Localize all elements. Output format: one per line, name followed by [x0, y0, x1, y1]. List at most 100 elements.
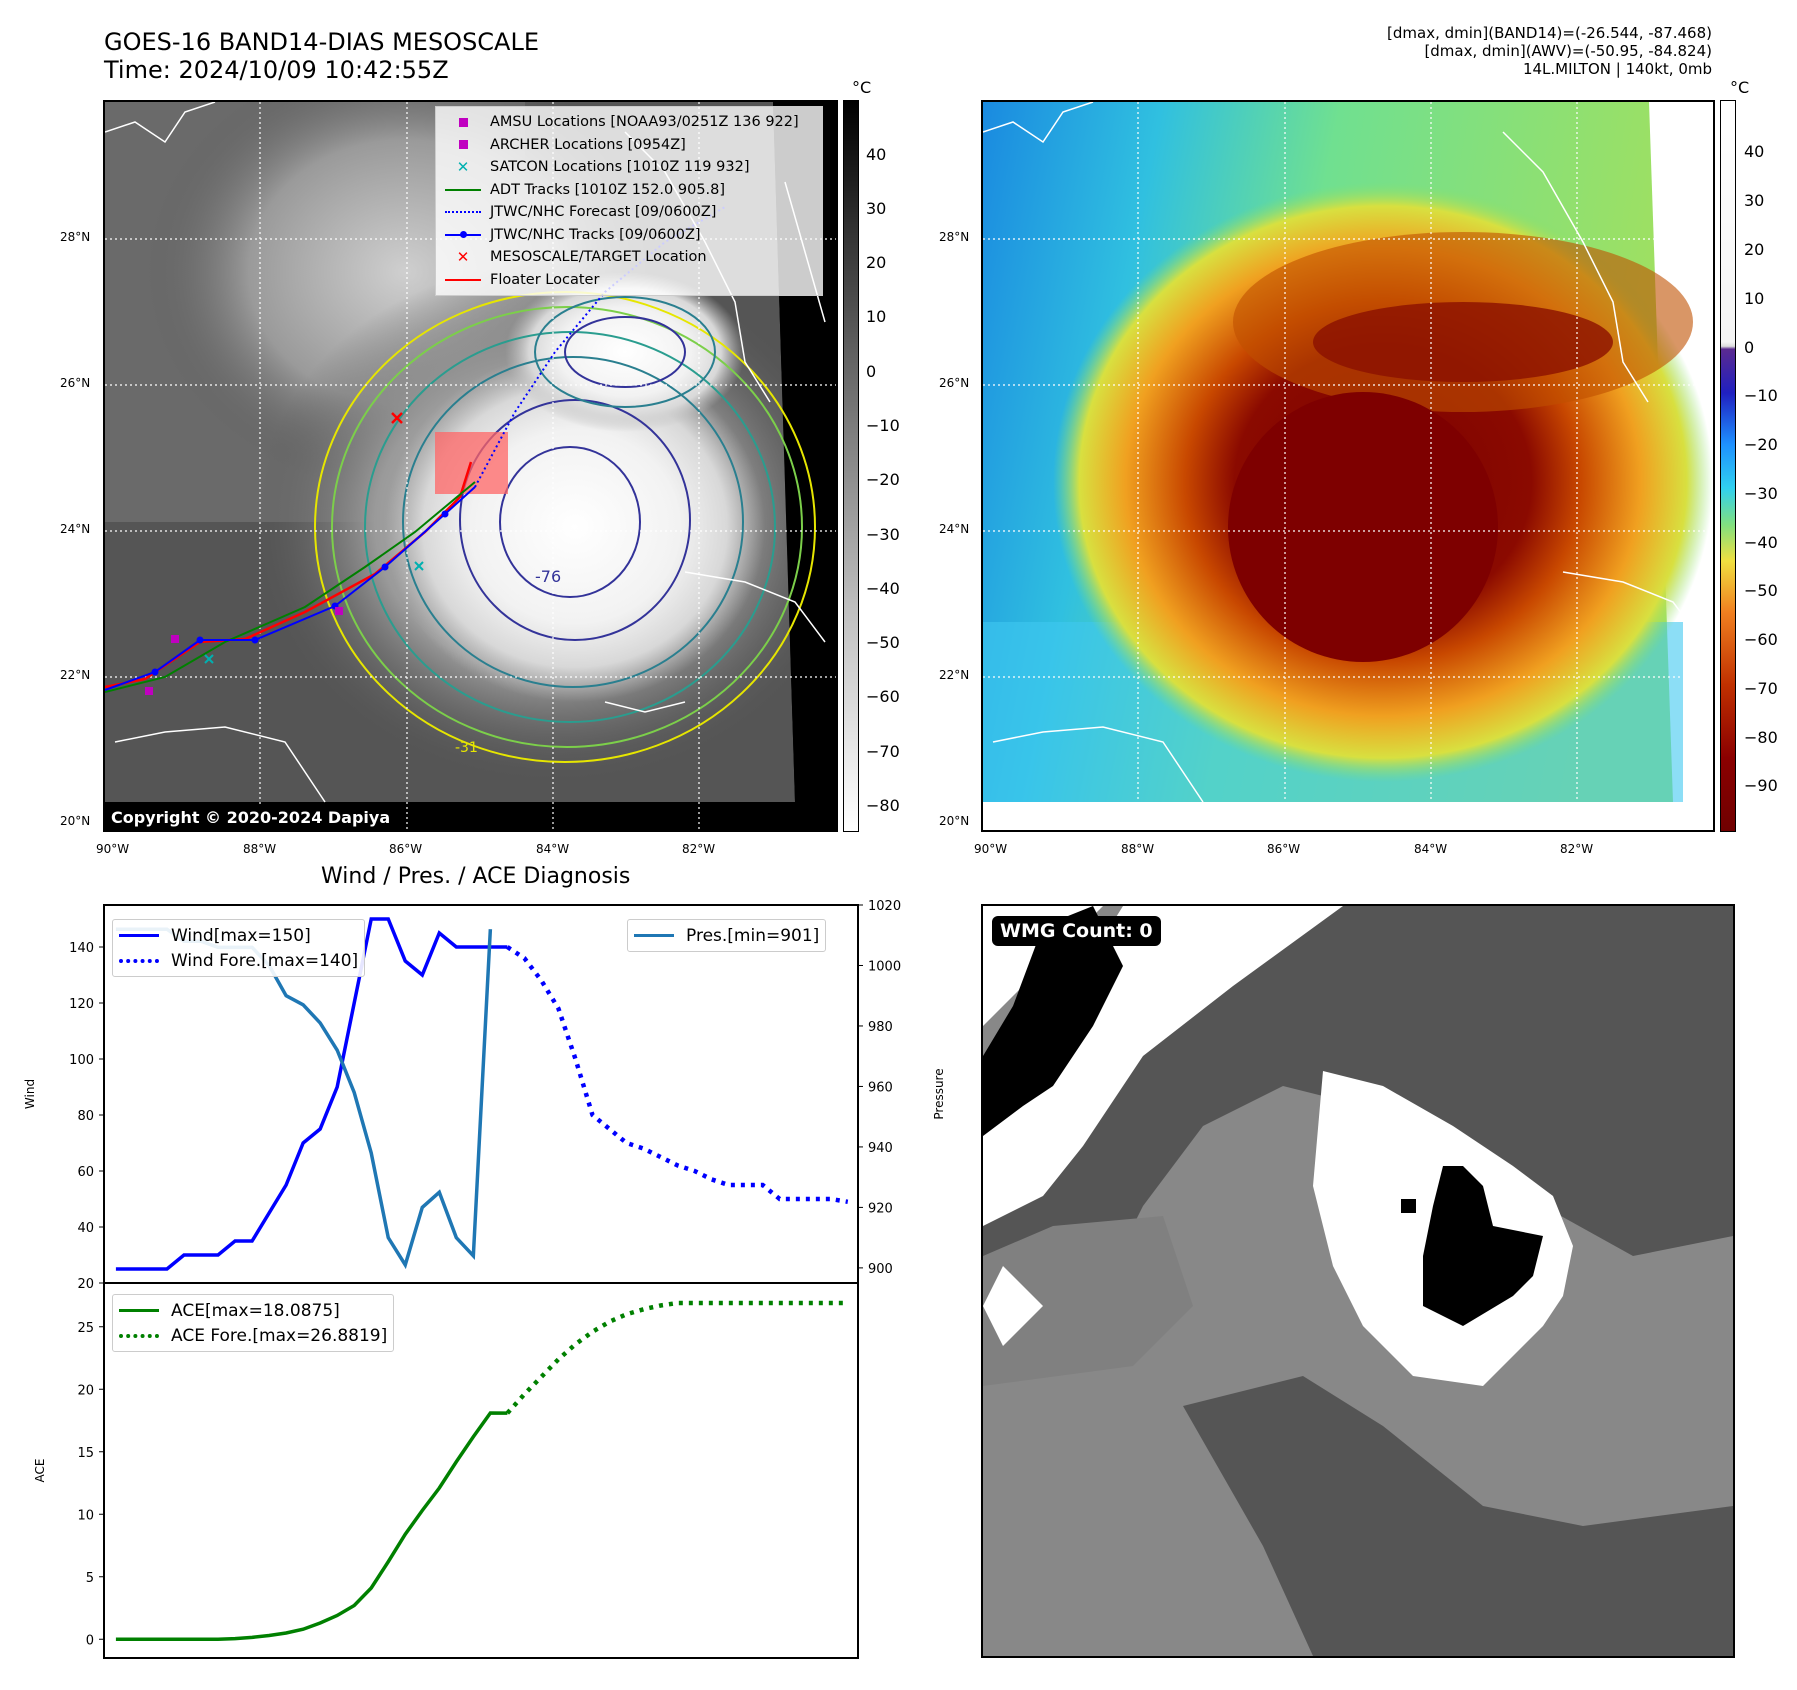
- pressure-tick-label: 980: [868, 1020, 893, 1035]
- lon-label: 82°W: [682, 842, 716, 856]
- wind-axis-label: Wind: [23, 1079, 37, 1109]
- ace-tick-label: 20: [77, 1383, 94, 1398]
- cbar-tick: −20: [866, 470, 900, 489]
- info-line-3: 14L.MILTON | 140kt, 0mb: [1522, 60, 1712, 78]
- cbar-tick: −10: [866, 416, 900, 435]
- legend-label: JTWC/NHC Forecast [09/0600Z]: [490, 204, 717, 221]
- lon-label: 90°W: [974, 842, 1008, 856]
- lon-label: 88°W: [243, 842, 277, 856]
- lat-label: 26°N: [939, 376, 970, 390]
- cbar-tick: 40: [866, 145, 887, 164]
- lon-label: 82°W: [1560, 842, 1594, 856]
- title-line-1: GOES-16 BAND14-DIAS MESOSCALE: [104, 28, 540, 56]
- diagnosis-title: Wind / Pres. / ACE Diagnosis: [321, 864, 631, 889]
- awv-map-panel: [981, 100, 1715, 832]
- legend-item-tracks: JTWC/NHC Tracks [09/0600Z]: [442, 224, 816, 247]
- pressure-tick-label: 960: [868, 1080, 893, 1095]
- lon-label: 84°W: [536, 842, 570, 856]
- ace-axis-label: ACE: [33, 1459, 47, 1483]
- legend-item-satcon: ✕ SATCON Locations [1010Z 119 932]: [456, 158, 750, 177]
- legend-label: ARCHER Locations [0954Z]: [490, 136, 686, 153]
- legend-item-floater: Floater Locater: [442, 269, 816, 292]
- cbar-tick: −20: [1744, 435, 1778, 454]
- title-line-2: Time: 2024/10/09 10:42:55Z: [104, 56, 449, 84]
- copyright-label: Copyright © 2020-2024 Dapiya: [105, 805, 397, 830]
- lat-label: 24°N: [60, 522, 91, 536]
- cbar-tick: 0: [866, 362, 877, 381]
- contour-label-31: -31: [455, 740, 478, 756]
- pressure-tick-label: 1000: [868, 959, 901, 974]
- legend-label: Pres.[min=901]: [686, 925, 820, 946]
- cbar-tick: −50: [866, 633, 900, 652]
- ir-map-panel: -76 -31 AMSU Locations [NOAA93/0251Z 136…: [103, 100, 838, 832]
- legend-item-amsu: AMSU Locations [NOAA93/0251Z 136 922]: [442, 111, 816, 134]
- wmg-image: [983, 906, 1733, 1656]
- ir-colorbar-unit: °C: [852, 78, 872, 97]
- ace-legend: ACE[max=18.0875] ACE Fore.[max=26.8819]: [112, 1294, 395, 1352]
- lat-label: 22°N: [939, 668, 970, 682]
- legend-item-wind-forecast: Wind Fore.[max=140]: [119, 948, 358, 973]
- wind-tick-label: 40: [77, 1221, 94, 1236]
- cbar-tick: −70: [866, 742, 900, 761]
- wind-legend: Wind[max=150] Wind Fore.[max=140]: [112, 919, 366, 977]
- cbar-tick: 20: [1744, 240, 1765, 259]
- lat-label: 26°N: [60, 376, 91, 390]
- ace-series-line-1: [505, 1300, 848, 1415]
- ace-tick-label: 0: [86, 1633, 94, 1648]
- awv-colorbar-unit: °C: [1730, 78, 1750, 97]
- cbar-tick: −80: [866, 796, 900, 815]
- lat-label: 28°N: [60, 230, 91, 244]
- cbar-tick: 20: [866, 253, 887, 272]
- cbar-tick: −30: [1744, 484, 1778, 503]
- info-line-2: [dmax, dmin](AWV)=(-50.95, -84.824): [1424, 42, 1712, 60]
- lat-label: 20°N: [939, 814, 970, 828]
- cbar-tick: −10: [1744, 386, 1778, 405]
- legend-item-pressure: Pres.[min=901]: [634, 923, 819, 948]
- ace-tick-label: 5: [86, 1571, 94, 1586]
- info-line-1: [dmax, dmin](BAND14)=(-26.544, -87.468): [1387, 24, 1712, 42]
- cbar-tick: 10: [1744, 289, 1765, 308]
- cbar-tick: −30: [866, 525, 900, 544]
- cbar-tick: −60: [1744, 630, 1778, 649]
- series-line-2: [115, 927, 493, 1270]
- wind-tick-label: 60: [77, 1165, 94, 1180]
- pressure-tick-label: 900: [868, 1262, 893, 1277]
- wind-tick-label: 100: [69, 1053, 94, 1068]
- series-line-1: [506, 945, 849, 1205]
- legend-label: SATCON Locations [1010Z 119 932]: [490, 159, 750, 176]
- ace-series-line-0: [115, 1411, 508, 1641]
- legend-label: Floater Locater: [490, 271, 600, 288]
- lat-label: 20°N: [60, 814, 91, 828]
- pressure-tick-label: 940: [868, 1141, 893, 1156]
- pressure-tick-label: 920: [868, 1201, 893, 1216]
- cbar-tick: 40: [1744, 142, 1765, 161]
- lon-label: 84°W: [1414, 842, 1448, 856]
- figure-info: [dmax, dmin](BAND14)=(-26.544, -87.468) …: [1387, 24, 1712, 78]
- legend-item-ace: ACE[max=18.0875]: [119, 1298, 387, 1323]
- legend-label: ACE[max=18.0875]: [171, 1300, 340, 1321]
- ir-colorbar: [843, 100, 859, 832]
- wmg-count-label: WMG Count: 0: [992, 916, 1161, 946]
- legend-label: Wind Fore.[max=140]: [171, 950, 359, 971]
- cbar-tick: 10: [866, 307, 887, 326]
- lon-label: 86°W: [1267, 842, 1301, 856]
- wind-tick-label: 140: [69, 941, 94, 956]
- lon-label: 90°W: [96, 842, 130, 856]
- wind-tick-label: 20: [77, 1277, 94, 1292]
- ace-tick-label: 15: [77, 1446, 94, 1461]
- ir-legend: AMSU Locations [NOAA93/0251Z 136 922] AR…: [435, 106, 823, 296]
- cbar-tick: −80: [1744, 728, 1778, 747]
- series-line-0: [115, 917, 508, 1271]
- legend-label: Wind[max=150]: [171, 925, 311, 946]
- pressure-legend: Pres.[min=901]: [627, 919, 827, 952]
- awv-colorbar: [1720, 100, 1736, 832]
- legend-item-target: ✕ MESOSCALE/TARGET Location: [456, 248, 707, 267]
- legend-label: ADT Tracks [1010Z 152.0 905.8]: [490, 181, 726, 198]
- diagnosis-chart: 2040608010012014090092094096098010001020…: [23, 899, 946, 1659]
- cbar-tick: −90: [1744, 776, 1778, 795]
- cbar-tick: −70: [1744, 679, 1778, 698]
- awv-map-image: [983, 102, 1713, 830]
- cbar-tick: −50: [1744, 581, 1778, 600]
- cbar-tick: −40: [866, 579, 900, 598]
- contour-label-76: -76: [535, 567, 561, 586]
